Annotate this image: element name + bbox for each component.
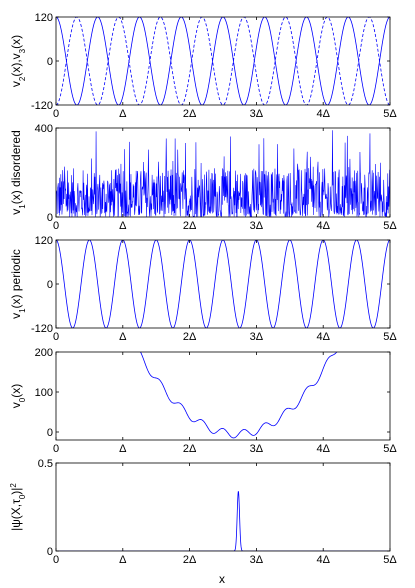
y-tick-label: 120 bbox=[35, 12, 53, 24]
axes-frame bbox=[55, 239, 391, 329]
series-line-v1-disordered-0 bbox=[56, 130, 390, 217]
x-tick-label: 2Δ bbox=[183, 220, 197, 232]
x-tick-label: 0 bbox=[53, 554, 59, 566]
y-tick-label: 200 bbox=[35, 347, 53, 359]
x-tick-label: 0 bbox=[53, 331, 59, 343]
x-tick-label: 4Δ bbox=[316, 220, 330, 232]
axes-frame bbox=[55, 16, 391, 106]
y-axis-label: |ψ(X,τ0)|2 bbox=[9, 483, 27, 531]
y-tick-label: 120 bbox=[35, 235, 53, 247]
x-tick-label: 0 bbox=[53, 443, 59, 455]
axes-frame bbox=[55, 351, 391, 441]
x-tick-label: 0 bbox=[53, 220, 59, 232]
x-tick-label: 4Δ bbox=[316, 108, 330, 120]
series-line-v1-periodic-0 bbox=[56, 240, 390, 328]
x-tick-label: Δ bbox=[119, 443, 127, 455]
x-tick-label: 2Δ bbox=[183, 331, 197, 343]
x-tick-label: 4Δ bbox=[316, 554, 330, 566]
series-line-v2-v3-1 bbox=[56, 17, 390, 105]
x-tick-label: 3Δ bbox=[250, 554, 264, 566]
y-tick-label: 0 bbox=[47, 279, 53, 291]
x-tick-label: 4Δ bbox=[316, 331, 330, 343]
x-tick-label: 5Δ bbox=[383, 108, 397, 120]
x-tick-label: 5Δ bbox=[383, 220, 397, 232]
series-line-v0-0 bbox=[140, 352, 338, 439]
y-tick-label: 0 bbox=[47, 212, 53, 224]
x-tick-label: 5Δ bbox=[383, 443, 397, 455]
series-line-v2-v3-0 bbox=[56, 17, 390, 105]
y-tick-label: 0 bbox=[47, 56, 53, 68]
y-tick-label: 0 bbox=[47, 427, 53, 439]
y-axis-label: v2(x),v3(x) bbox=[9, 35, 27, 87]
panel-psi: 0 Δ 2Δ 3Δ 4Δ 5Δ 0 0.5 |ψ(X,τ0)|2 bbox=[9, 458, 398, 566]
y-tick-label: 0 bbox=[47, 546, 53, 558]
y-axis-label: v0(x) bbox=[9, 384, 27, 408]
y-tick-label: 0.5 bbox=[38, 458, 53, 470]
panel-v1-disordered: 0 Δ 2Δ 3Δ 4Δ 5Δ 0 400 v1(x) disordered bbox=[9, 123, 397, 232]
y-tick-label: -120 bbox=[31, 323, 53, 335]
x-tick-label: 2Δ bbox=[183, 443, 197, 455]
y-axis-label: v1(x) periodic bbox=[9, 249, 27, 319]
axes-frame bbox=[55, 127, 391, 218]
y-axis-label: v1(x) disordered bbox=[9, 130, 27, 214]
x-tick-label: 2Δ bbox=[183, 554, 197, 566]
panel-v0: 0 Δ 2Δ 3Δ 4Δ 5Δ 0 100 200 v0(x) bbox=[9, 347, 397, 455]
axes-frame bbox=[55, 462, 391, 552]
x-tick-label: Δ bbox=[119, 331, 127, 343]
x-tick-label: Δ bbox=[119, 108, 127, 120]
y-tick-label: 400 bbox=[35, 123, 53, 135]
x-tick-label: 3Δ bbox=[250, 108, 264, 120]
y-tick-label: -120 bbox=[31, 100, 53, 112]
x-tick-label: 3Δ bbox=[250, 443, 264, 455]
x-axis-label: x bbox=[219, 572, 225, 586]
x-tick-label: 0 bbox=[53, 108, 59, 120]
x-tick-label: 5Δ bbox=[383, 331, 397, 343]
x-tick-label: Δ bbox=[119, 220, 127, 232]
x-tick-label: 2Δ bbox=[183, 108, 197, 120]
x-tick-label: 3Δ bbox=[250, 331, 264, 343]
x-tick-label: 5Δ bbox=[383, 554, 397, 566]
series-line-psi-0 bbox=[56, 491, 390, 551]
y-tick-label: 100 bbox=[35, 387, 53, 399]
x-tick-label: 4Δ bbox=[316, 443, 330, 455]
x-tick-label: 3Δ bbox=[250, 220, 264, 232]
x-tick-label: Δ bbox=[119, 554, 127, 566]
